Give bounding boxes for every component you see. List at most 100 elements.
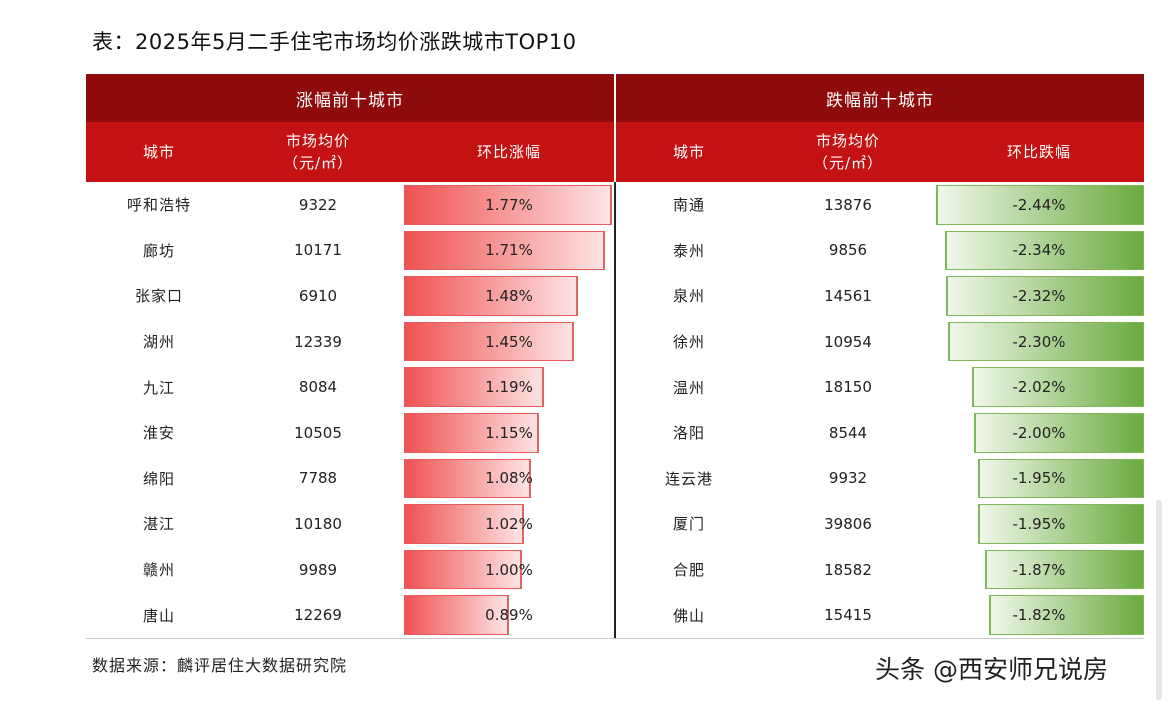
fall-change-label: -2.02% [1012,378,1066,397]
rise-change-cell: 1.15% [404,410,614,456]
fall-table-row: 连云港 9932 -1.95% [616,456,1144,502]
fall-table-row: 徐州 10954 -2.30% [616,319,1144,365]
rise-table-row: 绵阳 7788 1.08% [86,456,614,502]
rise-change-cell: 1.02% [404,501,614,547]
rise-city-cell: 呼和浩特 [126,196,191,215]
table-body: 呼和浩特 9322 1.77% 廊坊 10171 1.71% 张家口 6910 1.48% 湖州 1… [86,182,1144,638]
rise-table-row: 湛江 10180 1.02% [86,501,614,547]
fall-city-cell: 徐州 [672,333,705,352]
rise-change-cell: 1.19% [404,364,614,410]
rise-table-row: 湖州 12339 1.45% [86,319,614,365]
rise-rows: 呼和浩特 9322 1.77% 廊坊 10171 1.71% 张家口 6910 1.48% 湖州 1… [86,182,614,638]
fall-change-cell: -2.32% [934,273,1144,319]
fall-city-cell: 泉州 [672,287,705,306]
fall-change-cell: -1.87% [934,547,1144,593]
fall-change-label: -1.95% [1012,469,1066,488]
fall-change-bar [971,367,1144,407]
rise-change-cell: 1.45% [404,319,614,365]
rise-change-label: 1.00% [485,560,533,579]
rise-table-row: 唐山 12269 0.89% [86,592,614,638]
fall-city-cell: 洛阳 [672,424,705,443]
fall-city-cell: 厦门 [672,515,705,534]
fall-col-price: 市场均价 （元/㎡） [762,130,934,174]
fall-change-label: -2.34% [1012,241,1066,260]
fall-city-cell: 温州 [672,378,705,397]
fall-city-cell: 南通 [672,196,705,215]
fall-change-label: -2.44% [1012,195,1066,214]
rise-change-cell: 1.00% [404,547,614,593]
rise-table-row: 廊坊 10171 1.71% [86,228,614,274]
fall-change-label: -2.00% [1012,423,1066,442]
table-band-header: 涨幅前十城市 跌幅前十城市 [86,74,1144,122]
fall-price-cell: 13876 [824,195,872,214]
rise-change-cell: 1.48% [404,273,614,319]
fall-change-cell: -2.02% [934,364,1144,410]
fall-change-bar [973,412,1144,453]
rise-change-bar [404,276,578,316]
rise-city-cell: 张家口 [134,287,183,306]
fall-col-price-label: 市场均价 [815,132,880,150]
fall-price-cell: 9856 [828,241,868,260]
rise-change-label: 0.89% [485,606,533,625]
fall-city-cell: 连云港 [664,469,713,488]
fall-col-city: 城市 [672,143,705,161]
fall-rows: 南通 13876 -2.44% 泰州 9856 -2.34% 泉州 14561 -2.32% 徐州… [616,182,1144,638]
rise-change-bar [404,367,544,407]
price-change-table: 涨幅前十城市 跌幅前十城市 城市 市场均价 （元/㎡） 环比涨幅 城市 市场均价… [86,74,1144,639]
rise-change-label: 1.77% [485,195,533,214]
rise-change-cell: 1.71% [404,228,614,274]
table-column-header: 城市 市场均价 （元/㎡） 环比涨幅 城市 市场均价 （元/㎡） 环比跌幅 [86,122,1144,182]
scrollbar[interactable] [1156,500,1162,700]
rise-city-cell: 湛江 [142,515,175,534]
watermark-text: 头条 @西安师兄说房 [875,655,1108,684]
fall-city-cell: 泰州 [672,241,705,260]
rise-change-label: 1.15% [485,423,533,442]
rise-change-cell: 0.89% [404,592,614,638]
fall-change-bar [936,185,1144,225]
rise-change-bar [404,458,531,499]
fall-change-bar [947,321,1144,362]
rise-col-price-label: 市场均价 [285,132,350,150]
rise-price-cell: 7788 [298,469,338,488]
fall-price-cell: 18582 [824,560,872,579]
rise-price-cell: 6910 [298,286,338,305]
table-bottom-rule [86,637,1144,639]
fall-table-row: 泰州 9856 -2.34% [616,228,1144,274]
fall-change-bar [988,595,1144,635]
fall-change-bar [977,504,1144,544]
rise-price-cell: 10180 [294,514,342,533]
rise-city-cell: 唐山 [142,606,175,625]
fall-change-label: -1.95% [1012,514,1066,533]
rise-city-cell: 廊坊 [142,241,175,260]
fall-table-row: 南通 13876 -2.44% [616,182,1144,228]
fall-col-change: 环比跌幅 [1006,143,1071,161]
fall-table-row: 佛山 15415 -1.82% [616,592,1144,638]
fall-change-cell: -1.82% [934,592,1144,638]
rise-city-cell: 湖州 [142,333,175,352]
rise-change-bar [404,595,509,635]
fall-table-row: 厦门 39806 -1.95% [616,501,1144,547]
rise-col-change: 环比涨幅 [476,143,541,161]
fall-change-bar [946,276,1144,316]
rise-heading: 涨幅前十城市 [296,90,404,111]
fall-price-cell: 39806 [824,514,872,533]
rise-change-label: 1.48% [485,286,533,305]
rise-price-cell: 9322 [298,195,338,214]
fall-change-label: -2.30% [1012,332,1066,351]
fall-col-price-unit: （元/㎡） [812,154,884,172]
rise-col-city: 城市 [142,143,175,161]
rise-col-price: 市场均价 （元/㎡） [232,130,404,174]
fall-table-row: 温州 18150 -2.02% [616,364,1144,410]
fall-change-cell: -2.34% [934,228,1144,274]
rise-col-price-unit: （元/㎡） [282,154,354,172]
fall-price-cell: 18150 [824,378,872,397]
fall-change-bar [977,458,1144,499]
rise-price-cell: 10505 [294,423,342,442]
table-title: 表：2025年5月二手住宅市场均价涨跌城市TOP10 [92,30,577,54]
rise-price-cell: 12339 [294,332,342,351]
rise-change-cell: 1.77% [404,182,614,228]
rise-change-label: 1.45% [485,332,533,351]
fall-change-label: -1.82% [1012,606,1066,625]
rise-table-row: 张家口 6910 1.48% [86,273,614,319]
rise-change-cell: 1.08% [404,456,614,502]
